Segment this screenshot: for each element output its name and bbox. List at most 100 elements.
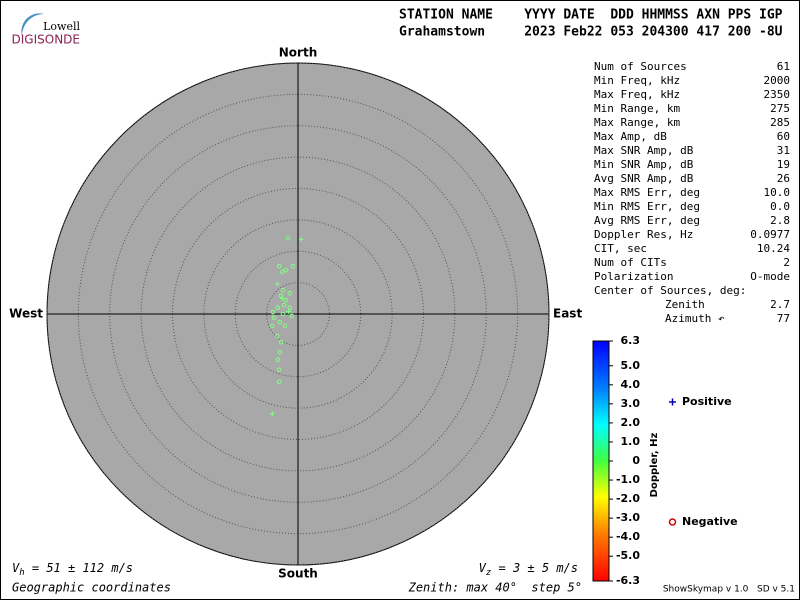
legend-symbol <box>668 518 677 526</box>
source-circle <box>289 313 295 319</box>
source-circle <box>276 264 282 269</box>
source-circle <box>283 297 289 303</box>
colorbar-tick-label: 2.0 <box>621 416 641 429</box>
coords: Geographic coordinates <box>12 581 171 595</box>
colorbar-tick-label: -2.0 <box>616 492 640 505</box>
source-circle <box>277 319 283 325</box>
stat-value: 2.7 <box>770 298 790 311</box>
source-circle <box>276 367 282 373</box>
stat-value: O-mode <box>750 270 790 283</box>
stat-value: 31 <box>777 144 790 157</box>
stat-value: 2350 <box>764 88 791 101</box>
stat-label: Max RMS Err, deg <box>594 186 700 199</box>
colorbar-tick-label: -6.3 <box>616 574 640 587</box>
colorbar-tick-label: 1.0 <box>621 435 641 448</box>
stat-label: Azimuth ↶ <box>665 312 725 325</box>
stat-label: Zenith <box>665 298 705 311</box>
stat-label: Center of Sources, deg: <box>594 284 746 297</box>
source-circle <box>275 305 281 311</box>
stat-label: Doppler Res, Hz <box>594 228 693 241</box>
vh: Vh = 51 ± 112 m/s <box>12 561 133 578</box>
stat-label: Avg SNR Amp, dB <box>594 172 694 185</box>
source-circle <box>280 287 286 293</box>
stat-value: 26 <box>777 172 790 185</box>
source-circle <box>276 379 282 385</box>
colorbar-tick-label: 4.0 <box>621 378 641 391</box>
source-circle <box>277 349 283 355</box>
stat-value: 275 <box>770 102 790 115</box>
legend-label: Positive <box>682 395 732 408</box>
colorbar-tick-label: -4.0 <box>616 530 640 543</box>
colorbar-tick-label: -5.0 <box>616 549 640 562</box>
source-circle <box>285 235 291 241</box>
source-circle <box>280 311 286 317</box>
stat-label: Min Range, km <box>594 102 680 115</box>
stat-value: 19 <box>777 158 790 171</box>
source-circle <box>290 264 296 269</box>
colorbar-tick-label: 6.3 <box>621 334 641 347</box>
stat-label: Max Range, km <box>594 116 680 129</box>
vz: Vz = 3 ± 5 m/s <box>479 561 578 578</box>
logo-top: Lowell <box>43 20 80 33</box>
source-plus <box>286 308 292 314</box>
stat-value: 2000 <box>764 74 791 87</box>
logo-bottom: DIGISONDE <box>12 33 80 47</box>
source-circle <box>275 357 281 363</box>
source-plus <box>298 236 304 242</box>
stat-value: 10.24 <box>757 242 790 255</box>
source-circle <box>280 269 285 275</box>
stat-label: Min Freq, kHz <box>594 74 680 87</box>
stat-value: 61 <box>777 60 790 73</box>
stat-value: 0.0 <box>770 200 790 213</box>
direction-label: South <box>278 567 318 581</box>
colorbar-tick-label: -1.0 <box>616 473 640 486</box>
stat-value: 60 <box>777 130 790 143</box>
stat-label: CIT, sec <box>594 242 647 255</box>
stat-label: Num of CITs <box>594 256 667 269</box>
colorbar-tick-label: -3.0 <box>616 511 640 524</box>
stat-label: Num of Sources <box>594 60 687 73</box>
stat-label: Min RMS Err, deg <box>594 200 700 213</box>
stat-value: 285 <box>770 116 790 129</box>
zenith-info: Zenith: max 40° step 5° <box>408 581 582 595</box>
stat-label: Max Amp, dB <box>594 130 667 143</box>
source-circle <box>270 309 276 315</box>
source-circle <box>282 323 288 329</box>
stat-value: 10.0 <box>764 186 791 199</box>
source-circle <box>278 339 284 345</box>
stat-value: 2 <box>783 256 790 269</box>
legend-label: Negative <box>682 515 738 528</box>
colorbar-tick-label: 0 <box>632 454 640 467</box>
source-circle <box>281 302 287 308</box>
colorbar-tick-label: 3.0 <box>621 397 641 410</box>
stat-label: Max Freq, kHz <box>594 88 680 101</box>
colorbar-tick-label: 5.0 <box>621 359 641 372</box>
header-row: STATION NAME YYYY DATE DDD HHMMSS AXN PP… <box>399 8 783 23</box>
version: ShowSkymap v 1.0 SD v 5.1 <box>663 585 795 595</box>
source-circle <box>287 305 293 311</box>
source-circle <box>278 293 284 299</box>
source-circle <box>274 333 280 339</box>
source-plus <box>274 281 280 287</box>
stat-value: 2.8 <box>770 214 790 227</box>
direction-label: East <box>553 307 582 321</box>
source-plus <box>269 411 275 417</box>
stat-label: Min SNR Amp, dB <box>594 158 694 171</box>
legend-symbol <box>669 398 676 406</box>
header-row: Grahamstown 2023 Feb22 053 204300 417 20… <box>399 25 783 40</box>
direction-label: North <box>279 46 317 60</box>
stat-value: 77 <box>777 312 790 325</box>
source-circle <box>269 323 275 329</box>
source-circle <box>271 315 277 321</box>
source-circle <box>287 290 293 296</box>
stat-value: 0.0977 <box>750 228 790 241</box>
logo-swoosh <box>21 13 44 36</box>
stat-label: Polarization <box>594 270 673 283</box>
stat-label: Avg RMS Err, deg <box>594 214 700 227</box>
source-circle <box>283 267 289 273</box>
direction-label: West <box>9 307 43 321</box>
colorbar <box>592 340 610 582</box>
stat-label: Max SNR Amp, dB <box>594 144 694 157</box>
colorbar-label: Doppler, Hz <box>649 433 660 498</box>
